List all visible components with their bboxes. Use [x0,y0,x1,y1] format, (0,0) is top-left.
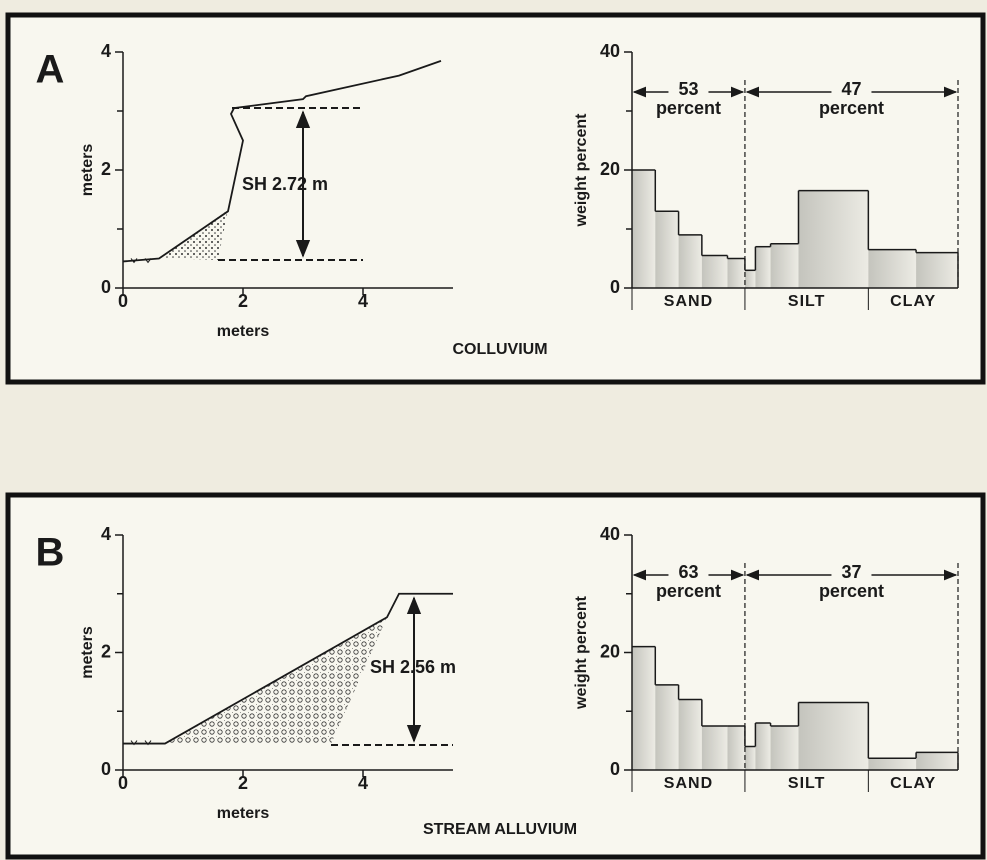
class-label: CLAY [890,293,936,310]
panel-label: B [36,531,65,575]
y-tick-label: 40 [600,524,620,544]
class-label: SAND [664,775,713,792]
y-tick-label: 2 [101,159,111,179]
bar [755,723,771,770]
bar [632,170,656,288]
bar [678,699,702,770]
x-tick-label: 4 [358,773,368,793]
bar [701,255,728,288]
x-tick-label: 4 [358,291,368,311]
y-axis-title: meters [79,626,96,679]
bar [744,746,756,770]
y-tick-label: 40 [600,41,620,61]
panel-caption: STREAM ALLUVIUM [423,821,577,838]
share-text: percent [656,98,721,118]
y-axis-title: weight percent [573,113,590,228]
class-label: SILT [788,775,825,792]
class-label: CLAY [890,775,936,792]
share-text: percent [819,98,884,118]
bar [744,270,756,288]
x-axis-title: meters [217,805,270,822]
y-tick-label: 0 [610,759,620,779]
x-axis-title: meters [217,323,270,340]
bar [798,190,869,288]
water-mark [144,258,152,264]
y-axis-title: meters [79,144,96,197]
bar [868,758,917,770]
bar [868,249,917,288]
bar [755,246,771,288]
bar [770,725,799,770]
y-tick-label: 2 [101,641,111,661]
y-tick-label: 20 [600,159,620,179]
panel-frame [5,492,986,860]
bar [798,702,869,770]
water-mark [130,258,138,264]
bar [655,211,679,288]
bar [701,725,728,770]
bar [727,258,745,288]
water-mark [130,740,138,746]
profile-line [123,592,453,745]
panel-caption: COLLUVIUM [452,341,547,358]
bar [916,252,958,288]
y-tick-label: 0 [610,277,620,297]
profile-line [122,60,442,263]
y-axis-title: weight percent [573,595,590,710]
y-tick-label: 4 [101,41,111,61]
sh-annotation: SH 2.56 m [370,657,456,677]
x-tick-label: 2 [238,773,248,793]
share-value: 37 [841,562,861,582]
water-mark [144,740,152,746]
share-text: percent [819,581,884,601]
y-tick-label: 4 [101,524,111,544]
panel-label: A [36,48,65,92]
share-value: 63 [678,562,698,582]
sh-annotation: SH 2.72 m [242,174,328,194]
bar [678,234,702,288]
y-tick-label: 0 [101,277,111,297]
bar [632,646,656,770]
class-label: SAND [664,293,713,310]
share-value: 53 [678,79,698,99]
bar [916,752,958,770]
class-label: SILT [788,293,825,310]
x-tick-label: 2 [238,291,248,311]
share-text: percent [656,581,721,601]
y-tick-label: 0 [101,759,111,779]
bar [770,243,799,288]
bar [727,725,745,770]
x-tick-label: 0 [118,291,128,311]
bar [655,684,679,770]
share-value: 47 [841,79,861,99]
y-tick-label: 20 [600,641,620,661]
x-tick-label: 0 [118,773,128,793]
